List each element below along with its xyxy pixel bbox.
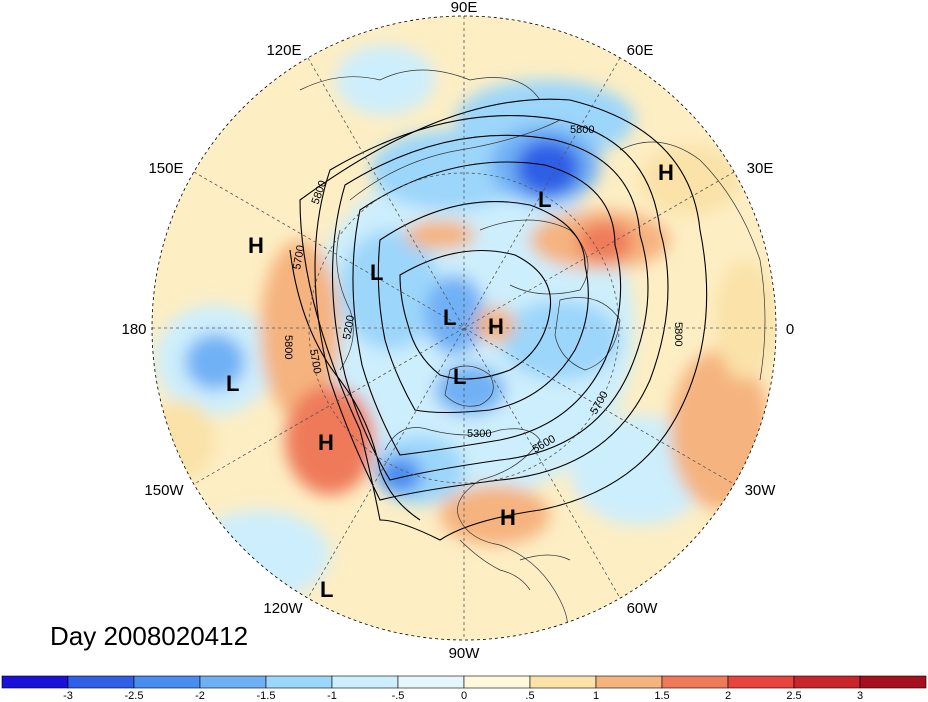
colorbar-tick-label: 1 [593,690,599,702]
high-label: H [658,160,674,185]
lon-label-30w: 30W [745,482,777,499]
day-label: Day 2008020412 [50,621,248,651]
low-label: L [370,260,383,285]
colorbar-tick-label: -2.5 [125,690,144,702]
colorbar-tick-label: -1.5 [257,690,276,702]
colorbar-swatch [529,675,597,689]
contour-label: 5300 [467,428,491,440]
longitude-labels: 90E 60E 30E 0 30W 60W 90W 120W 150W 180 … [121,0,794,662]
colorbar-tick-label: -1 [327,690,337,702]
lon-label-60w: 60W [627,600,659,617]
high-label: H [318,430,334,455]
colorbar-swatch [661,675,729,689]
colorbar-swatch [133,675,201,689]
colorbar-swatch [859,675,927,689]
anomaly-field [152,16,776,640]
map-boundary [151,15,777,641]
colorbar-tick-label: -3 [63,690,73,702]
contour-label: 5700 [307,348,323,374]
colorbar-tick-label: 3 [857,690,863,702]
low-label: L [226,371,239,396]
colorbar: -3 -2.5 -2 -1.5 -1 -.5 0 .5 1 1.5 2 2.5 3 [1,675,927,702]
lon-label-30e: 30E [747,160,774,177]
colorbar-tick-label: 0 [461,690,467,702]
colorbar-swatch [727,675,795,689]
graticule [152,16,776,640]
colorbar-swatch [67,675,135,689]
colorbar-swatch [265,675,333,689]
lon-label-90w: 90W [449,645,481,662]
colorbar-tick-label: -.5 [392,690,405,702]
colorbar-tick-label: 2 [725,690,731,702]
colorbar-tick-label: 1.5 [654,690,669,702]
colorbar-swatch [1,675,69,689]
lon-label-0: 0 [786,321,794,338]
colorbar-tick-label: .5 [525,690,534,702]
high-label: H [500,505,516,530]
lon-label-150e: 150E [148,160,183,177]
lon-label-120e: 120E [266,42,301,59]
colorbar-tick-label: 2.5 [786,690,801,702]
colorbar-swatch [463,675,531,689]
coastlines [299,69,766,640]
colorbar-swatch [199,675,267,689]
contour-label: 5800 [672,322,684,346]
colorbar-tick-label: -2 [195,690,205,702]
lon-label-90e: 90E [451,0,478,16]
high-label: H [488,314,504,339]
contour-labels: 5800 5800 5700 5800 5700 5200 5300 5600 … [282,124,684,456]
contour-label: 5200 [341,314,357,340]
contour-label: 5700 [291,244,307,270]
contour-label: 5800 [282,335,294,359]
lon-label-120w: 120W [263,600,303,617]
low-label: L [538,187,551,212]
pressure-system-labels: H L H L L H L L H H L [226,160,674,602]
colorbar-swatch [595,675,663,689]
colorbar-swatch [397,675,465,689]
low-label: L [453,364,466,389]
high-label: H [248,233,264,258]
height-contours [289,98,708,541]
lon-label-60e: 60E [627,42,654,59]
low-label: L [320,577,333,602]
lon-label-150w: 150W [144,482,184,499]
low-label: L [443,305,456,330]
colorbar-swatch [331,675,399,689]
colorbar-swatch [793,675,861,689]
contour-label: 5800 [570,124,594,136]
lon-label-180: 180 [121,321,146,338]
